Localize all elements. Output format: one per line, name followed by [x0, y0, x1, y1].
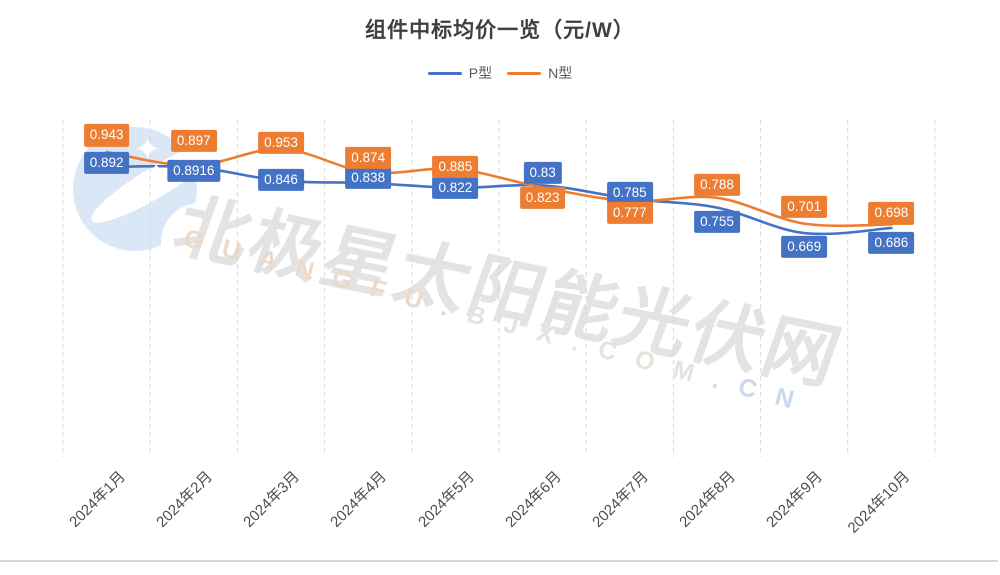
data-label-P型: 0.838	[345, 166, 392, 190]
series-line-N型	[105, 147, 893, 228]
legend-line-swatch-p	[427, 71, 462, 75]
legend-label-n: N型	[548, 65, 573, 81]
data-label-N型: 0.823	[519, 186, 566, 210]
chart-title: 组件中标均价一览（元/W）	[365, 19, 635, 42]
bottom-divider	[0, 560, 998, 562]
data-label-N型: 0.777	[606, 201, 653, 225]
data-label-N型: 0.943	[83, 124, 130, 147]
data-label-P型: 0.785	[606, 181, 653, 205]
data-label-P型: 0.822	[432, 176, 479, 200]
data-label-N型: 0.701	[781, 195, 828, 218]
legend: P型 N型	[0, 63, 1000, 83]
data-label-N型: 0.953	[258, 132, 304, 155]
legend-item-n-type[interactable]: N型	[507, 63, 572, 83]
sparkle-icon: ✦	[149, 160, 164, 179]
series-line-P型	[105, 164, 893, 236]
data-label-N型: 0.885	[432, 155, 479, 179]
data-label-N型: 0.698	[868, 202, 915, 225]
data-label-N型: 0.897	[170, 129, 217, 153]
sparkle-icon: ✦	[134, 131, 161, 167]
data-label-N型: 0.874	[345, 146, 392, 170]
data-label-N型: 0.788	[694, 173, 740, 197]
data-label-P型: 0.8916	[167, 159, 221, 183]
watermark-logo-swoosh	[161, 203, 239, 281]
data-label-P型: 0.755	[694, 210, 740, 233]
data-label-P型: 0.686	[868, 231, 915, 254]
data-label-P型: 0.83	[523, 161, 562, 185]
legend-label-p: P型	[468, 65, 493, 81]
legend-line-swatch-n	[507, 71, 542, 75]
data-label-P型: 0.846	[258, 168, 304, 192]
legend-item-p-type[interactable]: P型	[427, 63, 493, 83]
data-label-P型: 0.669	[781, 235, 828, 258]
data-label-P型: 0.892	[83, 151, 130, 174]
